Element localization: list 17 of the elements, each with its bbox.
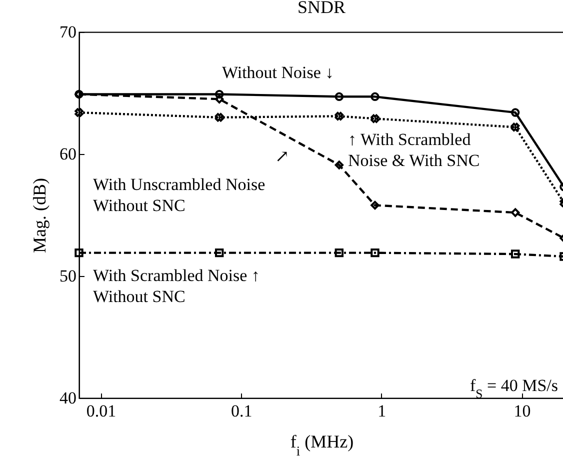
annotation: ↗ — [275, 147, 290, 166]
y-tick-label: 40 — [60, 388, 76, 408]
annotation: With Unscrambled Noise Without SNC — [93, 175, 266, 215]
annotation: f$_{S}$ = 40 MS/s — [470, 376, 558, 401]
chart-title: SNDR — [297, 0, 346, 17]
x-tick-label: 0.01 — [86, 402, 116, 420]
y-tick-label: 50 — [60, 266, 76, 286]
y-tick-label: 60 — [60, 144, 76, 164]
y-axis-title: Mag. (dB) — [30, 178, 50, 253]
annotation: Without Noise ↓ — [222, 63, 334, 82]
annotation: With Scrambled Noise ↑ Without SNC — [93, 266, 260, 306]
y-tick-label: 70 — [60, 22, 76, 42]
x-tick-label: 10 — [514, 402, 531, 420]
x-tick-label: 1 — [378, 402, 386, 420]
x-axis-title: f$_{i}$ (MHz) — [290, 432, 354, 458]
annotation: ↑ With Scrambled Noise & With SNC — [348, 130, 480, 170]
x-tick-label: 0.1 — [230, 402, 252, 420]
